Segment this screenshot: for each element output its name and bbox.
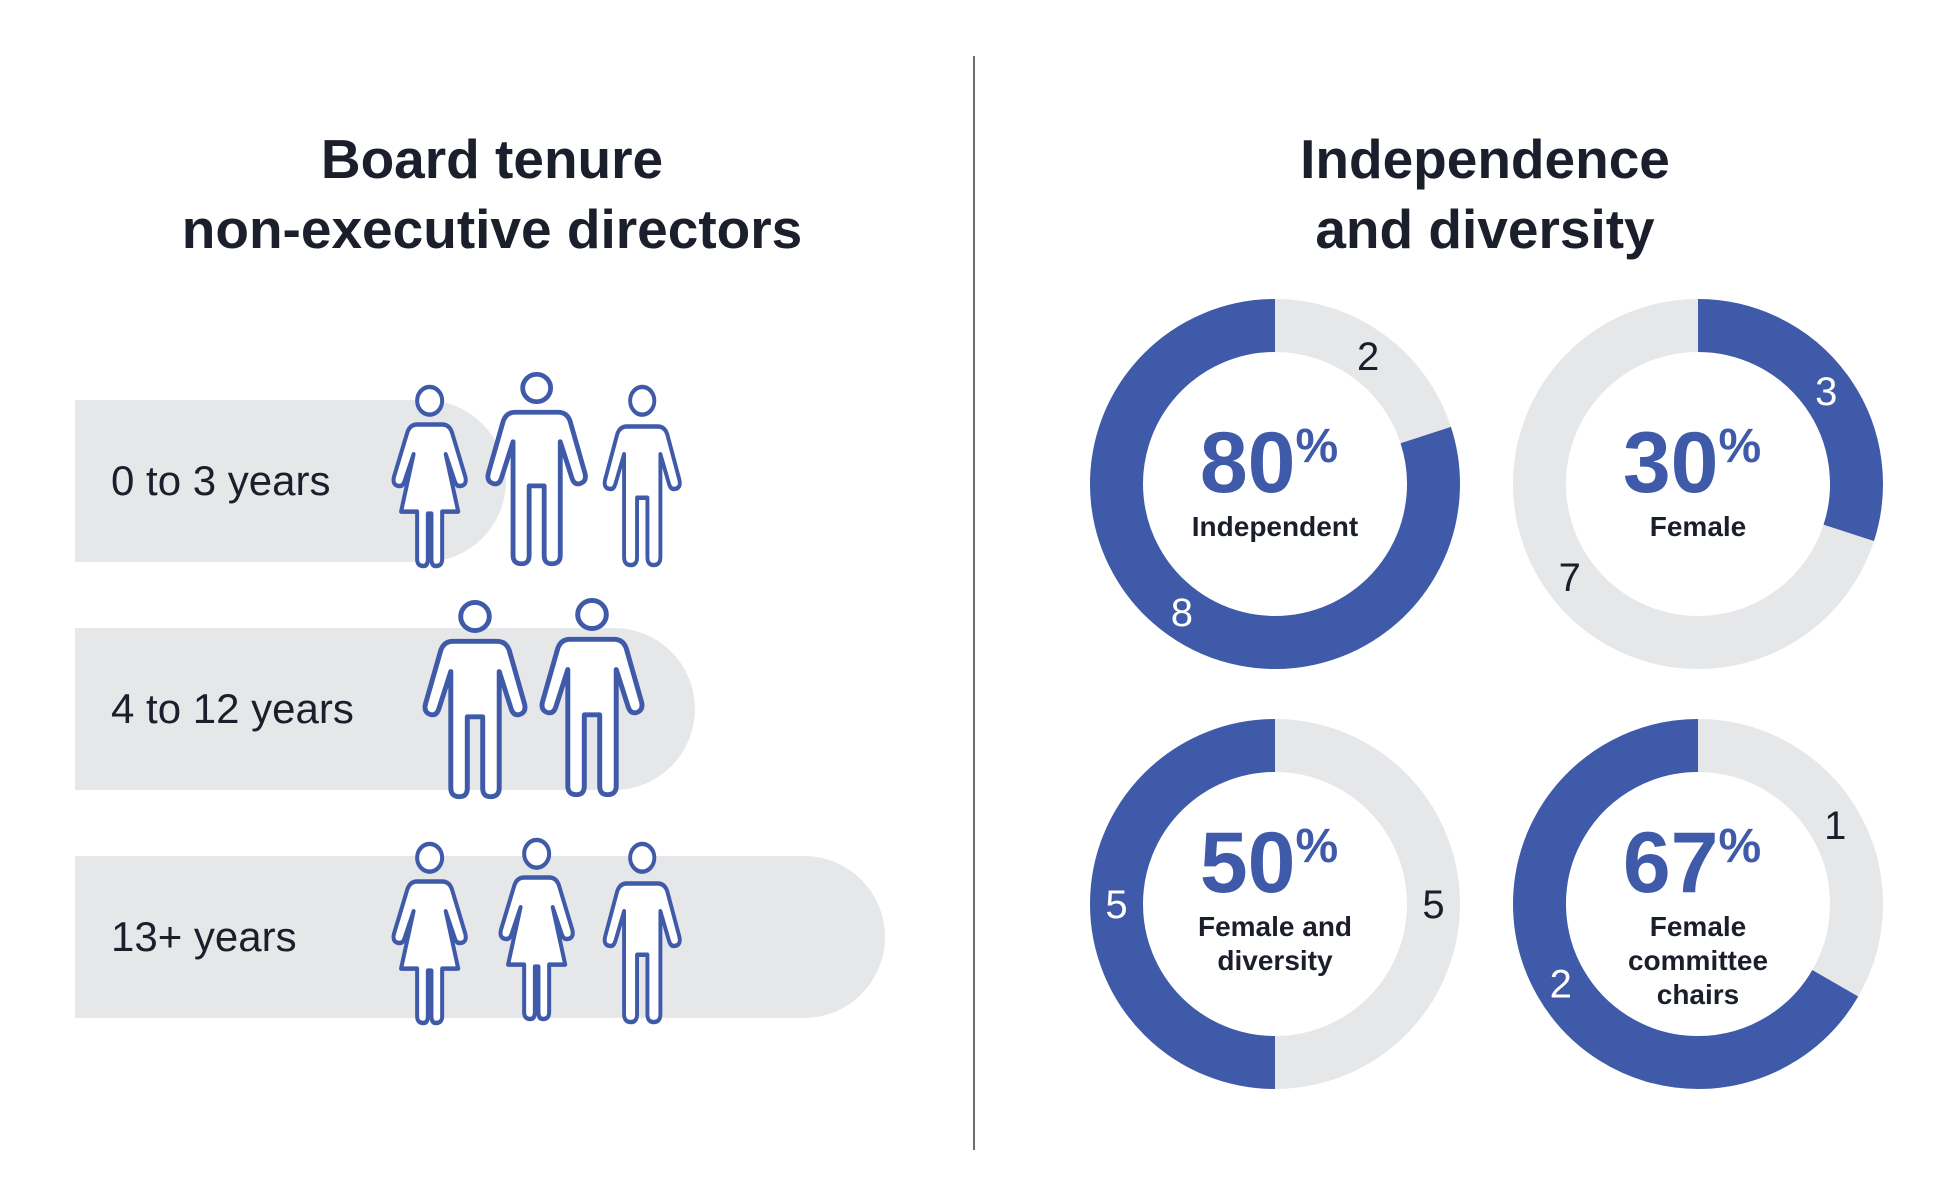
- child-figure-icon: [599, 838, 685, 1026]
- donut-label: Independent: [1192, 511, 1358, 542]
- percent-value: 50%: [1200, 815, 1338, 911]
- segment-value-label: 2: [1550, 962, 1572, 1006]
- title-line: non-executive directors: [181, 198, 803, 260]
- donut-label: Female: [1650, 511, 1747, 542]
- donut-segment: [1274, 719, 1460, 1089]
- board-tenure-title: Board tenure non-executive directors: [92, 124, 892, 264]
- man-figure-icon: [420, 596, 530, 801]
- title-line: Independence: [1300, 128, 1670, 190]
- donut-segment: [1697, 299, 1883, 542]
- tenure-label: 4 to 12 years: [111, 685, 354, 732]
- man-figure-icon: [483, 368, 590, 568]
- donut-label: committee: [1628, 945, 1768, 976]
- tenure-bar-13-plus: 13+ years: [75, 856, 885, 1018]
- title-line: and diversity: [1315, 198, 1655, 260]
- donut-segment: [1513, 719, 1859, 1089]
- tenure-label: 0 to 3 years: [111, 457, 331, 504]
- segment-value-label: 8: [1171, 591, 1193, 635]
- donut-segment: [1513, 299, 1874, 669]
- segment-value-label: 2: [1357, 335, 1379, 379]
- woman-figure-icon: [492, 834, 581, 1022]
- donut-segment: [1090, 299, 1460, 669]
- segment-value-label: 5: [1422, 883, 1444, 927]
- donut-segment: [1697, 719, 1883, 997]
- segment-value-label: 7: [1559, 556, 1581, 600]
- segment-value-label: 3: [1815, 370, 1837, 414]
- donut-label: chairs: [1657, 979, 1740, 1010]
- donut-label: Female and: [1198, 911, 1352, 942]
- donut-label: Female: [1650, 911, 1747, 942]
- segment-value-label: 5: [1105, 883, 1127, 927]
- donut-segment: [1274, 299, 1451, 444]
- independence-diversity-title: Independence and diversity: [1085, 124, 1885, 264]
- donut-segment: [1090, 719, 1276, 1089]
- vertical-divider: [973, 56, 975, 1150]
- man-figure-icon: [537, 594, 647, 799]
- percent-value: 67%: [1623, 815, 1761, 911]
- woman-figure-icon: [385, 381, 474, 569]
- percent-value: 30%: [1623, 415, 1761, 511]
- woman-figure-icon: [385, 838, 474, 1026]
- tenure-label: 13+ years: [111, 913, 297, 960]
- donut-label: diversity: [1217, 945, 1333, 976]
- percent-value: 80%: [1200, 415, 1338, 511]
- segment-value-label: 1: [1824, 804, 1846, 848]
- child-figure-icon: [599, 381, 685, 569]
- title-line: Board tenure: [320, 128, 664, 190]
